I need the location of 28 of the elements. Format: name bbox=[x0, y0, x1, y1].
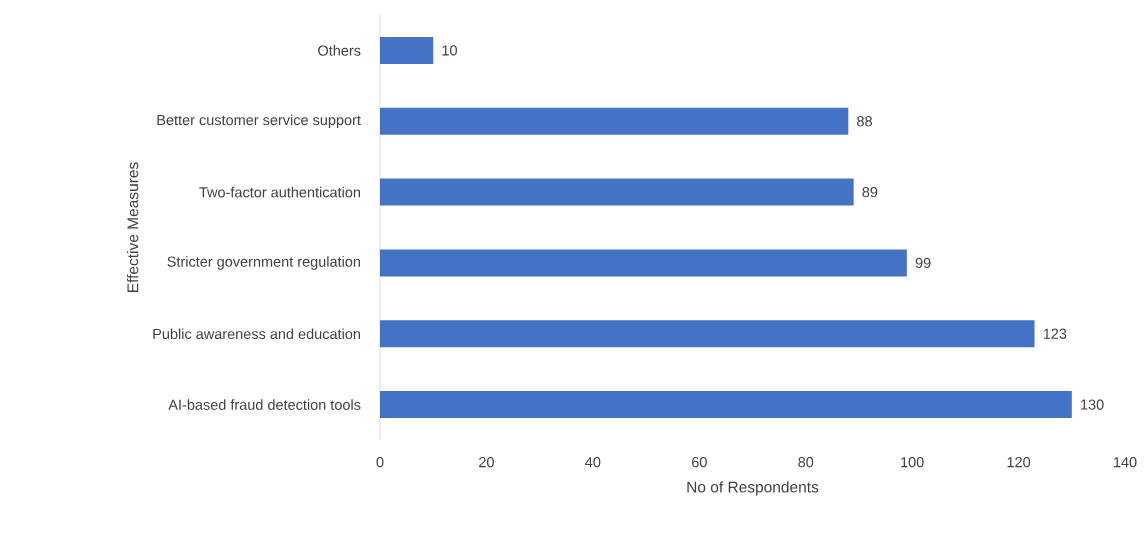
y-tick-label: Better customer service support bbox=[157, 114, 361, 129]
data-label: 10 bbox=[442, 45, 457, 56]
bar bbox=[380, 249, 907, 277]
data-label: 99 bbox=[915, 257, 931, 269]
y-tick-label: AI-based fraud detection tools bbox=[168, 399, 361, 410]
x-tick-label: 40 bbox=[585, 457, 601, 468]
data-label: 89 bbox=[862, 186, 878, 198]
x-tick-label: 0 bbox=[376, 457, 384, 468]
y-tick-label: Public awareness and education bbox=[153, 328, 360, 340]
bar bbox=[380, 178, 854, 206]
bar bbox=[380, 107, 849, 135]
data-label: 123 bbox=[1043, 328, 1067, 339]
y-tick-label: Two-factor authentication bbox=[199, 186, 360, 198]
x-tick-label: 100 bbox=[901, 457, 924, 468]
x-tick-label: 120 bbox=[1007, 457, 1031, 468]
x-axis-title: No of Respondents bbox=[687, 481, 819, 496]
x-tick-label: 140 bbox=[1114, 457, 1137, 468]
data-label: 130 bbox=[1081, 399, 1104, 410]
x-tick-label: 80 bbox=[798, 457, 814, 468]
data-label: 88 bbox=[857, 116, 872, 127]
x-tick-label: 60 bbox=[691, 457, 707, 468]
y-tick-label: Stricter government regulation bbox=[167, 256, 360, 270]
x-tick-label: 20 bbox=[479, 457, 494, 468]
bar bbox=[380, 36, 434, 64]
bar bbox=[380, 391, 1072, 419]
y-tick-label: Others bbox=[318, 45, 361, 56]
y-axis-title: Effective Measures bbox=[126, 162, 139, 292]
bar bbox=[380, 320, 1035, 348]
